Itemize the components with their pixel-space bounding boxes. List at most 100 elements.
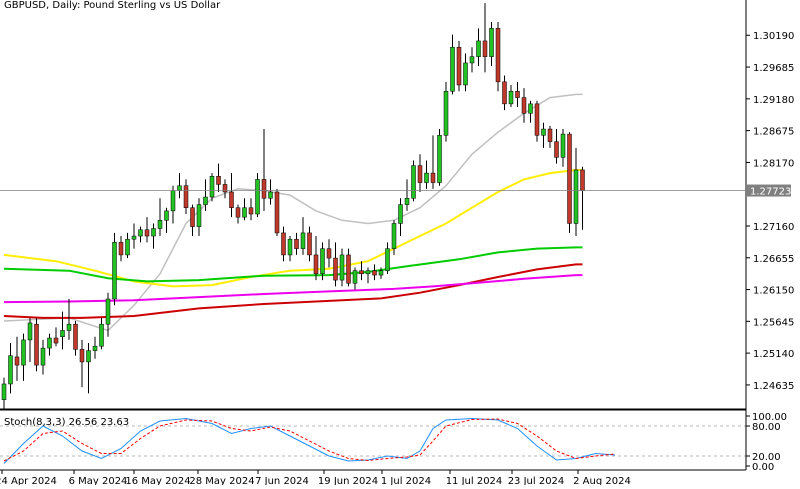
bull-candle — [66, 323, 72, 331]
time-tick-label: 23 Jul 2024 — [508, 476, 565, 485]
price-tick-label: 1.25645 — [753, 317, 794, 328]
bear-candle — [14, 356, 20, 366]
bull-candle — [469, 56, 475, 64]
bear-candle — [417, 165, 423, 183]
bull-candle — [170, 190, 176, 212]
bear-candle — [482, 40, 488, 57]
bull-candle — [443, 91, 449, 136]
bear-candle — [326, 248, 332, 259]
time-tick-label: 16 May 2024 — [125, 476, 190, 485]
bear-candle — [79, 349, 85, 363]
time-tick-label: 6 May 2024 — [69, 476, 128, 485]
bull-candle — [99, 323, 104, 347]
bull-candle — [560, 133, 566, 158]
bear-candle — [333, 257, 338, 281]
bear-candle — [294, 238, 299, 249]
bull-candle — [112, 242, 117, 300]
stochastic-tick-label: 100.00 — [752, 412, 787, 423]
bear-candle — [521, 97, 527, 114]
price-tick-label: 1.28675 — [753, 127, 794, 138]
time-tick-label: 1 Jul 2024 — [381, 476, 431, 485]
bear-candle — [183, 185, 189, 208]
sma_yellow-line — [3, 169, 583, 288]
time-tick-label: 28 May 2024 — [189, 476, 254, 485]
bear-candle — [307, 232, 312, 256]
stochastic-tick-label: 20.00 — [752, 452, 781, 463]
bull-candle — [528, 103, 533, 114]
bear-candle — [274, 191, 280, 234]
bull-candle — [21, 339, 26, 366]
bull-candle — [463, 62, 468, 86]
bull-candle — [489, 28, 494, 57]
bear-candle — [53, 337, 59, 344]
bear-candle — [281, 232, 286, 256]
bull-candle — [138, 229, 143, 237]
bull-candle — [339, 254, 345, 281]
bull-candle — [125, 238, 130, 256]
bull-candle — [86, 350, 91, 363]
bear-candle — [118, 242, 124, 256]
price-tick-label: 1.26655 — [753, 254, 794, 265]
bull-candle — [411, 165, 416, 199]
bull-candle — [242, 207, 247, 218]
sma_green-line — [3, 246, 583, 283]
bear-candle — [144, 229, 150, 237]
bear-candle — [34, 323, 39, 366]
bear-candle — [313, 254, 319, 275]
bull-candle — [164, 210, 169, 221]
bull-candle — [437, 135, 442, 183]
stochastic-label: Stoch(8,3,3) 26.56 23.63 — [4, 417, 129, 428]
time-tick-label: 7 Jun 2024 — [255, 476, 309, 485]
bull-candle — [1, 383, 7, 400]
bull-candle — [450, 46, 455, 92]
bull-candle — [541, 128, 546, 136]
bull-candle — [27, 322, 33, 341]
bear-candle — [502, 81, 507, 105]
moving-averages — [3, 93, 583, 332]
bull-candle — [105, 298, 111, 325]
bear-candle — [495, 28, 501, 83]
bear-candle — [235, 207, 241, 218]
price-tick-label: 1.26150 — [753, 286, 794, 297]
bull-candle — [60, 330, 65, 338]
stochastic-main-line — [3, 417, 616, 464]
bear-candle — [554, 141, 559, 158]
bull-candle — [203, 196, 208, 205]
bull-candle — [365, 270, 371, 275]
sma_magenta-line — [3, 274, 583, 304]
bull-candle — [255, 179, 260, 215]
bear-candle — [261, 179, 267, 199]
stochastic-lines — [3, 417, 616, 464]
last-price-label: 1.27723 — [750, 187, 791, 198]
bear-candle — [190, 207, 195, 227]
candlesticks — [1, 3, 585, 410]
time-tick-label: 24 Apr 2024 — [0, 476, 57, 485]
bull-candle — [385, 248, 390, 271]
bull-candle — [47, 337, 52, 349]
price-tick-label: 1.25140 — [753, 349, 794, 360]
time-tick-label: 2 Aug 2024 — [573, 476, 631, 485]
bull-candle — [287, 238, 293, 256]
bear-candle — [456, 46, 462, 86]
bull-candle — [424, 172, 429, 183]
bear-candle — [430, 172, 436, 183]
time-tick-label: 19 Jun 2024 — [318, 476, 378, 485]
bull-candle — [209, 175, 215, 198]
bull-candle — [40, 347, 46, 366]
bull-candle — [8, 355, 13, 385]
bear-candle — [515, 91, 520, 98]
bull-candle — [404, 198, 410, 205]
bear-candle — [359, 270, 364, 275]
stochastic-tick-label: 80.00 — [752, 422, 781, 433]
price-tick-label: 1.30190 — [753, 31, 794, 42]
bull-candle — [177, 185, 182, 191]
bull-candle — [476, 40, 481, 57]
bear-candle — [372, 270, 377, 276]
bull-candle — [151, 228, 156, 237]
bear-candle — [229, 191, 234, 208]
bull-candle — [352, 270, 358, 284]
sma_red-line — [3, 263, 583, 319]
bear-candle — [346, 254, 351, 284]
